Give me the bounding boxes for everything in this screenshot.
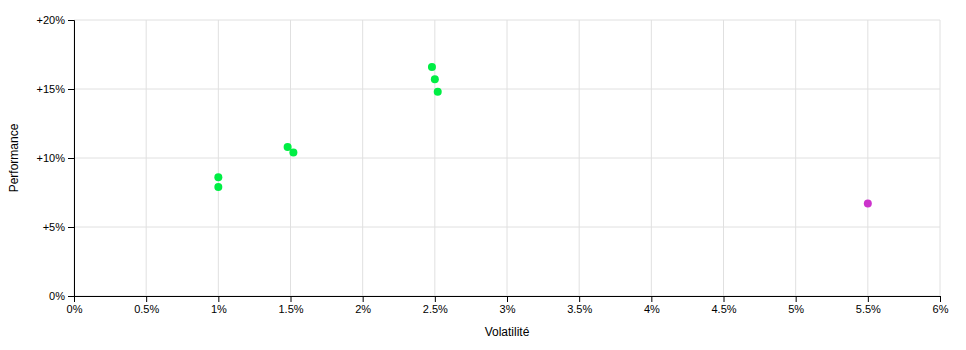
point xyxy=(284,143,292,151)
y-tick: 0% xyxy=(49,290,74,302)
y-tick-label: +10% xyxy=(37,152,66,164)
x-tick-label: 2% xyxy=(355,303,371,315)
x-axis-title: Volatilité xyxy=(485,325,530,339)
x-tick-mark xyxy=(651,296,652,302)
y-tick-label: 0% xyxy=(49,290,65,302)
x-tick-label: 0% xyxy=(67,303,83,315)
x-tick-label: 5.5% xyxy=(856,303,881,315)
x-tick-mark xyxy=(507,296,508,302)
y-tick-mark xyxy=(68,158,74,159)
x-tick: 2.5% xyxy=(423,296,448,315)
x-tick-label: 1.5% xyxy=(278,303,303,315)
y-grid-line xyxy=(74,20,940,21)
x-tick-mark xyxy=(363,296,364,302)
y-grid-line xyxy=(74,89,940,90)
x-tick: 1% xyxy=(211,296,227,315)
point xyxy=(434,88,442,96)
x-tick: 0% xyxy=(67,296,83,315)
point xyxy=(431,75,439,83)
x-axis-line xyxy=(75,297,941,303)
x-tick-label: 4% xyxy=(644,303,660,315)
x-tick-label: 3% xyxy=(500,303,516,315)
y-tick-mark xyxy=(68,89,74,90)
chart-container: 0%0.5%1%1.5%2%2.5%3%3.5%4%4.5%5%5.5%6%0%… xyxy=(0,0,966,350)
x-tick: 5% xyxy=(788,296,804,315)
x-tick-mark xyxy=(796,296,797,302)
chart-svg: 0%0.5%1%1.5%2%2.5%3%3.5%4%4.5%5%5.5%6%0%… xyxy=(0,0,966,350)
x-tick-mark xyxy=(868,296,869,302)
x-tick-mark xyxy=(146,296,147,302)
y-tick-mark xyxy=(68,227,74,228)
point xyxy=(864,200,872,208)
x-tick-label: 4.5% xyxy=(711,303,736,315)
x-tick-mark xyxy=(291,296,292,302)
plot-root: 0%0.5%1%1.5%2%2.5%3%3.5%4%4.5%5%5.5%6%0%… xyxy=(7,14,949,339)
x-axis: 0% 0.5% 1% 1.5% 2% 2.5% 3% 3.5% 4% 4.5% 5% 5.5% 6% xyxy=(67,296,949,315)
y-tick: +15% xyxy=(37,83,74,95)
x-tick-mark xyxy=(579,296,580,302)
y-axis: 0% +5% +10% +15% +20% xyxy=(37,14,75,302)
series xyxy=(214,63,441,191)
y-tick: +10% xyxy=(37,152,74,164)
y-tick: +5% xyxy=(43,221,74,233)
point xyxy=(214,173,222,181)
y-tick-mark xyxy=(68,296,74,297)
y-tick-mark xyxy=(68,20,74,21)
x-tick-label: 1% xyxy=(211,303,227,315)
y-tick: +20% xyxy=(37,14,74,26)
x-tick: 5.5% xyxy=(856,296,881,315)
x-tick: 3% xyxy=(500,296,516,315)
x-tick-mark xyxy=(724,296,725,302)
x-tick: 1.5% xyxy=(278,296,303,315)
y-axis-title: Performance xyxy=(7,123,21,192)
x-tick: 4% xyxy=(644,296,660,315)
y-tick-label: +5% xyxy=(43,221,66,233)
x-tick-label: 2.5% xyxy=(423,303,448,315)
point xyxy=(289,148,297,156)
marks xyxy=(214,63,872,208)
x-tick: 0.5% xyxy=(134,296,159,315)
x-tick: 2% xyxy=(355,296,371,315)
y-tick-label: +20% xyxy=(37,14,66,26)
x-tick-mark xyxy=(435,296,436,302)
y-tick-label: +15% xyxy=(37,83,66,95)
y-grid-line xyxy=(74,158,940,159)
series xyxy=(864,200,872,208)
grid xyxy=(74,20,940,296)
point xyxy=(428,63,436,71)
x-tick: 6% xyxy=(933,296,949,315)
y-grid-line xyxy=(74,227,940,228)
x-tick-mark xyxy=(218,296,219,302)
x-tick-label: 0.5% xyxy=(134,303,159,315)
x-tick: 4.5% xyxy=(711,296,736,315)
x-tick-label: 5% xyxy=(788,303,804,315)
x-tick-label: 3.5% xyxy=(567,303,592,315)
y-axis-line xyxy=(68,21,75,297)
x-tick-label: 6% xyxy=(933,303,949,315)
x-tick: 3.5% xyxy=(567,296,592,315)
x-tick-mark xyxy=(940,296,941,302)
point xyxy=(214,183,222,191)
